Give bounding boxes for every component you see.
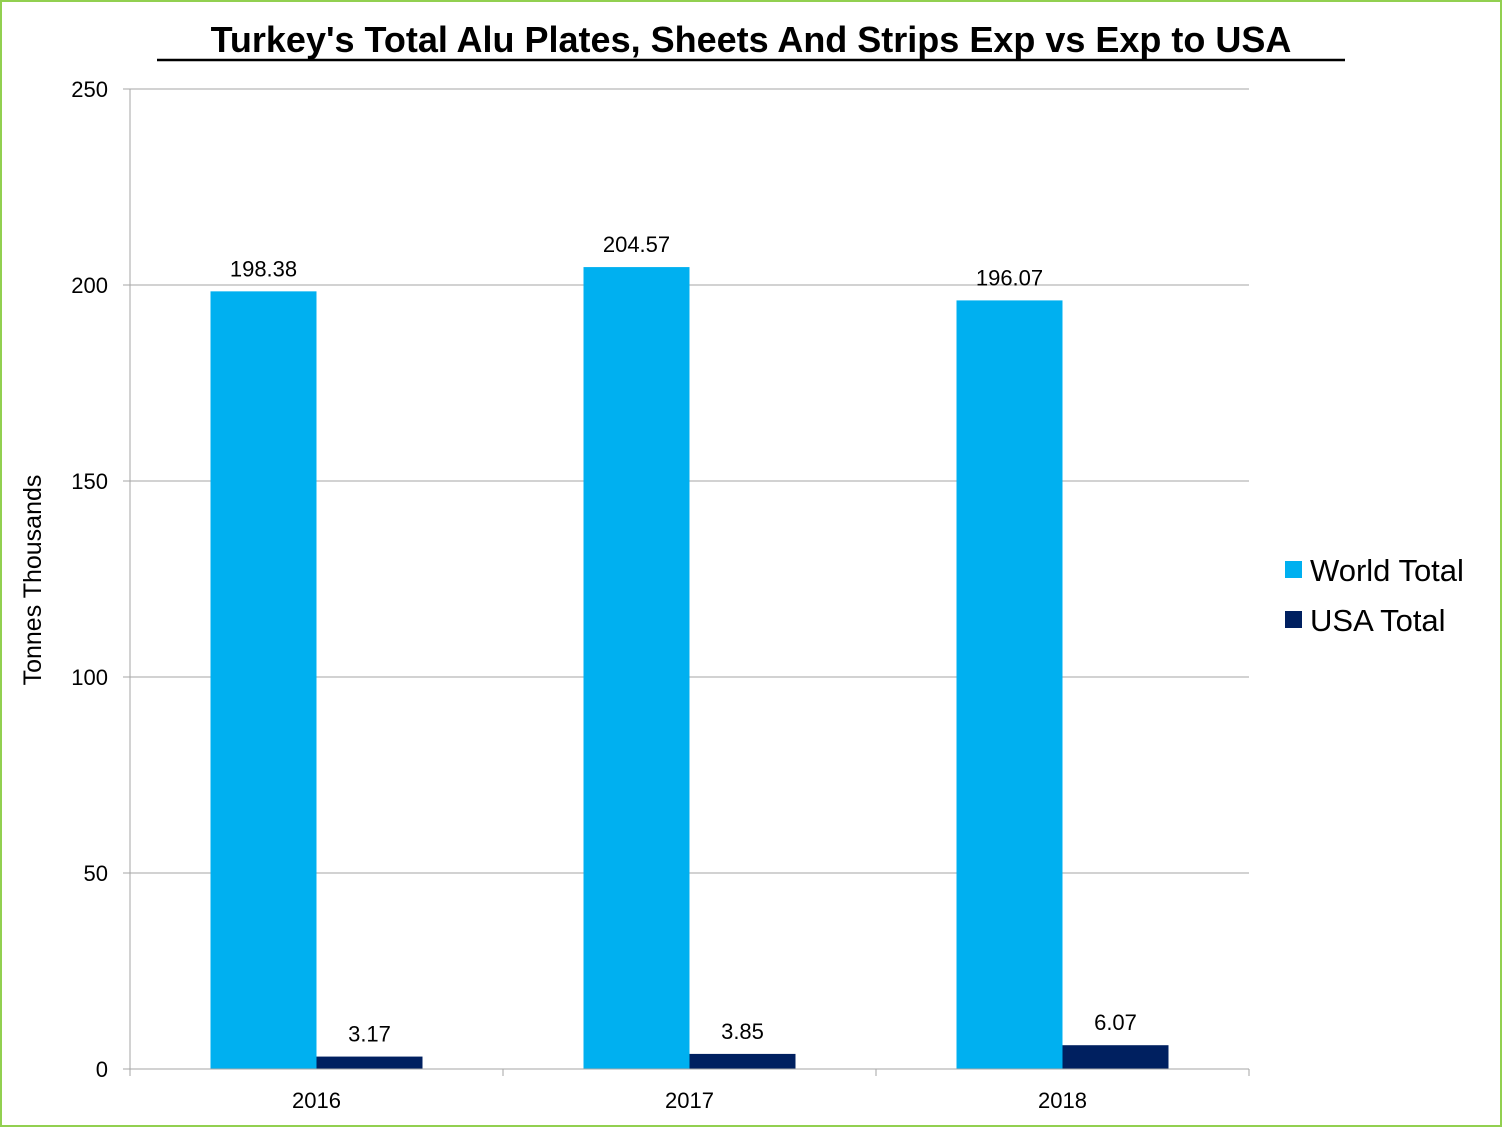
bar-usa-total-2017	[689, 1053, 796, 1069]
bar-world-total-2018	[956, 300, 1063, 1069]
y-tick-label: 250	[71, 77, 108, 102]
bar-usa-total-2018	[1062, 1045, 1169, 1069]
x-axis-ticks: 2016 2017 2018	[129, 1068, 1250, 1113]
y-tick-label: 50	[84, 861, 108, 886]
data-label: 196.07	[976, 265, 1043, 290]
x-tick-label: 2016	[292, 1088, 341, 1113]
y-tick-label: 100	[71, 665, 108, 690]
bar-usa-total-2016	[316, 1056, 423, 1069]
data-label: 198.38	[230, 256, 297, 281]
legend: World Total USA Total	[1285, 553, 1464, 638]
legend-label: USA Total	[1310, 603, 1446, 638]
data-labels: 198.38 3.17 204.57 3.85 196.07 6.07	[230, 232, 1137, 1046]
data-label: 3.17	[348, 1022, 391, 1047]
data-label: 3.85	[721, 1019, 764, 1044]
y-tick-label: 150	[71, 469, 108, 494]
x-tick-label: 2017	[665, 1088, 714, 1113]
bar-world-total-2017	[583, 267, 690, 1070]
data-label: 204.57	[603, 232, 670, 257]
y-tick-label: 200	[71, 273, 108, 298]
bar-world-total-2016	[210, 291, 317, 1069]
data-label: 6.07	[1094, 1010, 1137, 1035]
y-axis-ticks: 0 50 100 150 200 250	[71, 77, 131, 1082]
legend-label: World Total	[1310, 553, 1464, 588]
legend-swatch	[1285, 611, 1302, 628]
y-axis-title: Tonnes Thousands	[19, 475, 47, 686]
y-tick-label: 0	[96, 1057, 108, 1082]
legend-swatch	[1285, 561, 1302, 578]
bars	[210, 267, 1169, 1070]
chart-title: Turkey's Total Alu Plates, Sheets And St…	[211, 19, 1292, 60]
x-tick-label: 2018	[1038, 1088, 1087, 1113]
